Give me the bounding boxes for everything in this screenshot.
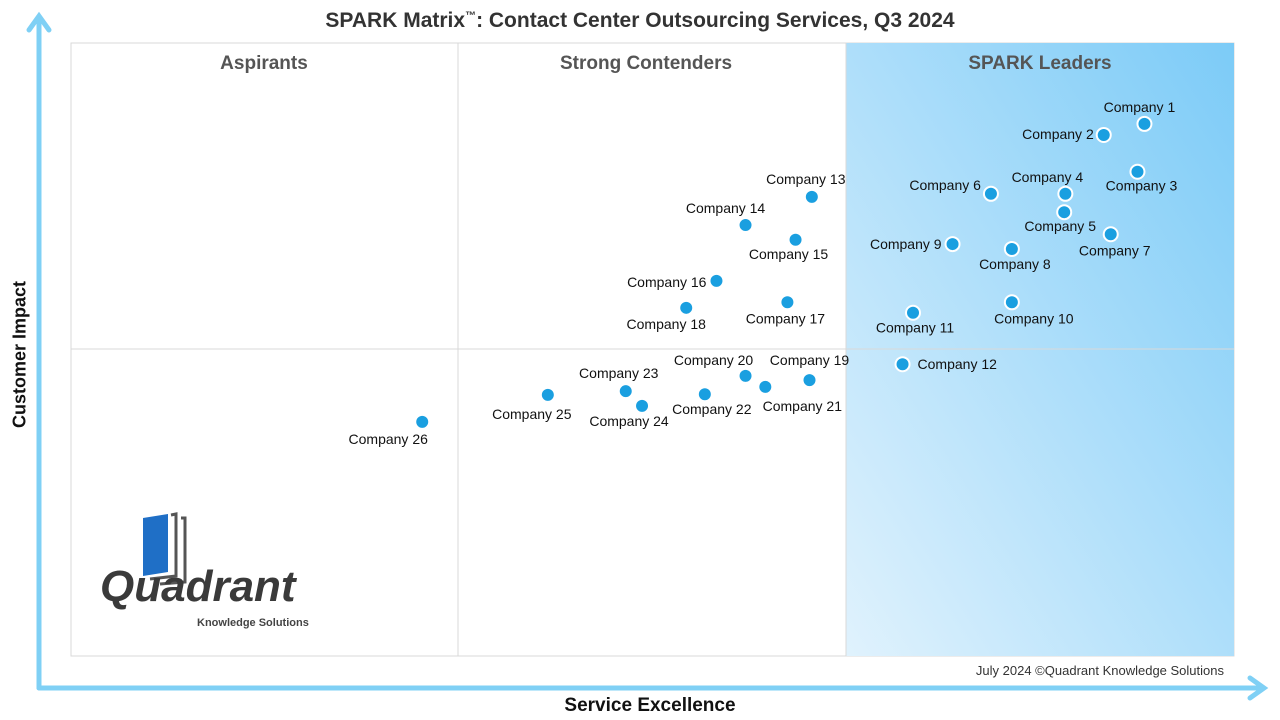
data-point-label: Company 18	[627, 316, 707, 332]
data-point	[414, 413, 431, 430]
data-point-label: Company 14	[686, 200, 766, 216]
data-point-label: Company 2	[1022, 126, 1094, 142]
quadrant-label-aspirants: Aspirants	[220, 53, 308, 74]
data-point-label: Company 21	[763, 398, 843, 414]
quadrant-logo: Quadrant Knowledge Solutions	[100, 512, 309, 629]
data-point	[1102, 226, 1119, 243]
data-point-label: Company 20	[674, 352, 754, 368]
data-point-label: Company 19	[770, 352, 850, 368]
data-point	[894, 356, 911, 373]
data-point-label: Company 5	[1024, 218, 1096, 234]
x-axis-arrow-icon	[1247, 675, 1269, 701]
data-point	[708, 272, 725, 289]
data-point	[801, 372, 818, 389]
data-point	[737, 217, 754, 234]
data-point	[1003, 240, 1020, 257]
data-point	[757, 378, 774, 395]
data-point	[678, 299, 695, 316]
y-axis-arrow-icon	[26, 11, 52, 33]
data-point-label: Company 25	[492, 406, 572, 422]
copyright-credit: July 2024 ©Quadrant Knowledge Solutions	[975, 663, 1224, 678]
title-rest: : Contact Center Outsourcing Services, Q…	[476, 9, 955, 32]
data-point-label: Company 12	[918, 356, 998, 372]
data-point-label: Company 10	[994, 310, 1074, 326]
logo-book-icon	[143, 514, 168, 576]
quadrant-label-leaders: SPARK Leaders	[968, 53, 1111, 74]
data-point	[634, 397, 651, 414]
svg-text:Knowledge Solutions: Knowledge Solutions	[197, 617, 309, 629]
data-point	[1003, 294, 1020, 311]
data-point	[1057, 185, 1074, 202]
data-point-label: Company 6	[909, 177, 981, 193]
data-point	[779, 294, 796, 311]
y-axis-label: Customer Impact	[9, 280, 30, 429]
data-point-label: Company 17	[746, 310, 826, 326]
data-point-label: Company 22	[672, 401, 752, 417]
data-point	[787, 231, 804, 248]
x-axis-label: Service Excellence	[564, 695, 736, 716]
svg-text:Quadrant: Quadrant	[100, 562, 298, 611]
data-point	[1056, 204, 1073, 221]
data-point-label: Company 7	[1079, 242, 1151, 258]
data-point-label: Company 11	[876, 320, 955, 336]
data-point-label: Company 3	[1106, 178, 1178, 194]
data-point	[1129, 163, 1146, 180]
data-point	[1095, 126, 1112, 143]
quadrant-label-strong-contenders: Strong Contenders	[560, 53, 732, 74]
data-point-label: Company 26	[349, 431, 429, 447]
data-point	[696, 386, 713, 403]
data-point	[539, 386, 556, 403]
data-point	[944, 236, 961, 253]
data-point-label: Company 4	[1012, 169, 1084, 185]
data-point-label: Company 23	[579, 365, 659, 381]
axes	[26, 11, 1269, 701]
data-point-label: Company 24	[589, 413, 669, 429]
data-point-label: Company 8	[979, 256, 1051, 272]
data-point-label: Company 13	[766, 171, 846, 187]
data-point	[905, 304, 922, 321]
data-point-label: Company 9	[870, 236, 942, 252]
title-trademark: ™	[465, 10, 477, 22]
chart-title: SPARK Matrix™: Contact Center Outsourcin…	[0, 9, 1280, 33]
data-point	[1136, 115, 1153, 132]
data-point	[617, 383, 634, 400]
title-main: SPARK Matrix	[325, 9, 466, 32]
data-point-label: Company 1	[1104, 99, 1176, 115]
data-point-label: Company 15	[749, 246, 829, 262]
data-point	[982, 185, 999, 202]
data-point	[737, 367, 754, 384]
data-point	[803, 188, 820, 205]
data-point-label: Company 16	[627, 274, 707, 290]
